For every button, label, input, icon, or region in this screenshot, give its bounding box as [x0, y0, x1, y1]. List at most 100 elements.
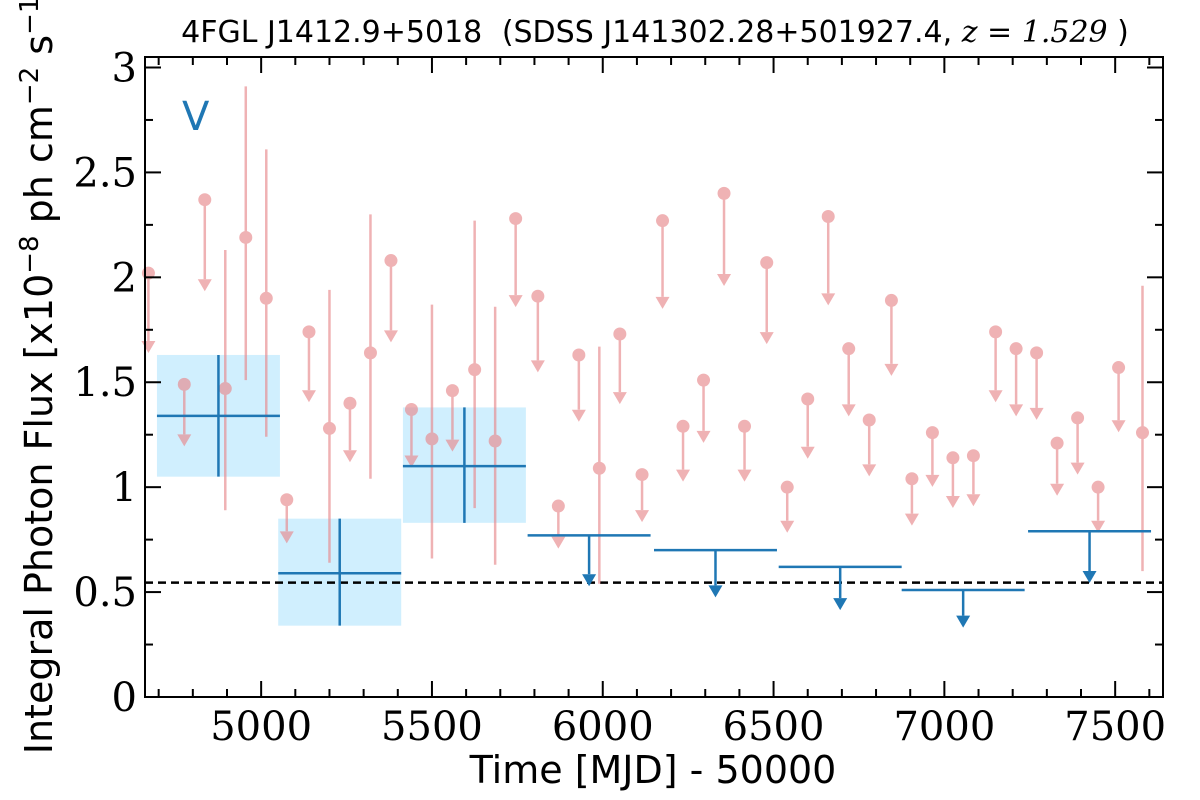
detail-point	[468, 363, 482, 377]
detail-point	[925, 426, 939, 440]
detail-upper-limit-arrow	[571, 409, 586, 422]
title-source: 4FGL J1412.9+5018	[181, 15, 482, 50]
detail-point	[488, 434, 502, 448]
detail-point	[1030, 346, 1044, 360]
detail-point	[946, 451, 960, 465]
ylabel-exp3: −1	[15, 0, 45, 35]
x-tick-label: 7500	[1064, 704, 1166, 750]
detail-point	[302, 325, 316, 339]
detail-point	[1050, 436, 1064, 450]
detail-upper-limit-arrow	[862, 464, 877, 477]
detail-upper-limit-arrow	[884, 363, 899, 376]
detail-upper-limit-arrow	[383, 330, 398, 343]
title-redshift: z = 1.529	[961, 15, 1108, 50]
detail-point	[198, 193, 212, 207]
ylabel-part1: Integral Photon Flux [x10	[17, 274, 61, 755]
detail-upper-limit-arrow	[508, 295, 523, 308]
detail-upper-limit-arrow	[1091, 520, 1106, 533]
detail-upper-limit-arrow	[800, 446, 815, 459]
y-tick-label: 1	[112, 465, 137, 511]
detail-point	[572, 348, 586, 362]
detail-point	[821, 209, 835, 223]
detail-upper-limit-arrow	[676, 469, 691, 482]
ylabel-part2: ph cm	[17, 105, 61, 235]
y-tick-label: 0	[112, 675, 137, 721]
detail-point	[656, 214, 670, 228]
binned-upper-limit-arrow	[833, 598, 848, 611]
x-tick-label: 6500	[723, 704, 825, 750]
detail-upper-limit-arrow	[1050, 483, 1065, 496]
detail-point	[218, 382, 232, 396]
detail-point	[760, 256, 774, 270]
detail-point	[445, 384, 459, 398]
detail-point	[343, 396, 357, 410]
binned-series	[156, 354, 1152, 628]
detail-series	[141, 86, 1150, 584]
axis-ticks	[145, 57, 1163, 698]
detail-point	[676, 419, 690, 433]
ylabel-exp1: −8	[15, 235, 45, 273]
detail-upper-limit-arrow	[404, 455, 419, 468]
detail-upper-limit-arrow	[279, 531, 294, 544]
detail-point	[738, 419, 752, 433]
x-axis-label: Time [MJD] - 50000	[469, 748, 837, 792]
detail-point	[966, 449, 980, 463]
detail-point	[177, 377, 191, 391]
y-tick-label: 0.5	[73, 570, 137, 616]
detail-point	[322, 421, 336, 435]
y-tick-label: 1.5	[73, 360, 137, 406]
detail-upper-limit-arrow	[551, 536, 566, 549]
plot-area: 5000 5500 6000 6500 7000 7500 0 0.5 1 1.5 2 2.5 3V	[73, 45, 1166, 750]
ylabel-part3: s	[17, 35, 61, 67]
detail-upper-limit-arrow	[530, 360, 545, 373]
y-tick-label: 3	[112, 45, 137, 91]
detail-upper-limit-arrow	[612, 392, 627, 405]
detail-point	[531, 289, 545, 303]
detail-point	[1009, 342, 1023, 356]
x-tick-label: 7000	[893, 704, 995, 750]
detail-point	[862, 413, 876, 427]
detail-point	[404, 403, 418, 417]
detail-point	[509, 212, 523, 226]
detail-point	[697, 373, 711, 387]
x-tick-label: 5500	[381, 704, 483, 750]
detail-point	[842, 342, 856, 356]
detail-point	[1071, 411, 1085, 425]
detail-point	[635, 468, 649, 482]
detail-upper-limit-arrow	[1070, 462, 1085, 475]
detail-upper-limit-arrow	[780, 520, 795, 533]
detail-upper-limit-arrow	[445, 439, 460, 452]
detail-upper-limit-arrow	[197, 279, 212, 292]
detail-upper-limit-arrow	[904, 513, 919, 526]
x-tick-label: 6000	[552, 704, 654, 750]
detail-upper-limit-arrow	[696, 430, 711, 443]
detail-upper-limit-arrow	[945, 496, 960, 509]
binned-upper-limit-arrow	[956, 615, 971, 628]
detail-point	[1112, 361, 1126, 375]
detail-upper-limit-arrow	[1009, 404, 1024, 417]
detail-upper-limit-arrow	[717, 273, 732, 286]
detail-point	[592, 461, 606, 475]
binned-upper-limit-arrow	[708, 585, 723, 598]
title-close: )	[1117, 15, 1129, 50]
x-tick-label: 5000	[210, 704, 312, 750]
detail-upper-limit-arrow	[759, 332, 774, 345]
detail-point	[780, 480, 794, 494]
detail-point	[239, 230, 253, 244]
ylabel-exp2: −2	[15, 67, 45, 105]
detail-point	[884, 293, 898, 307]
band-label: V	[182, 94, 210, 140]
detail-upper-limit-arrow	[342, 450, 357, 463]
binned-upper-limit-arrow	[582, 574, 597, 587]
detail-point	[551, 499, 565, 513]
detail-point	[717, 186, 731, 200]
y-tick-label: 2.5	[73, 150, 137, 196]
binned-upper-limit-arrow	[1082, 571, 1097, 584]
detail-upper-limit-arrow	[988, 390, 1003, 403]
title-counterpart: (SDSS J141302.28+501927.4,	[502, 15, 962, 50]
detail-point	[989, 325, 1003, 339]
detail-upper-limit-arrow	[925, 474, 940, 487]
detail-upper-limit-arrow	[841, 404, 856, 417]
detail-upper-limit-arrow	[635, 510, 650, 523]
